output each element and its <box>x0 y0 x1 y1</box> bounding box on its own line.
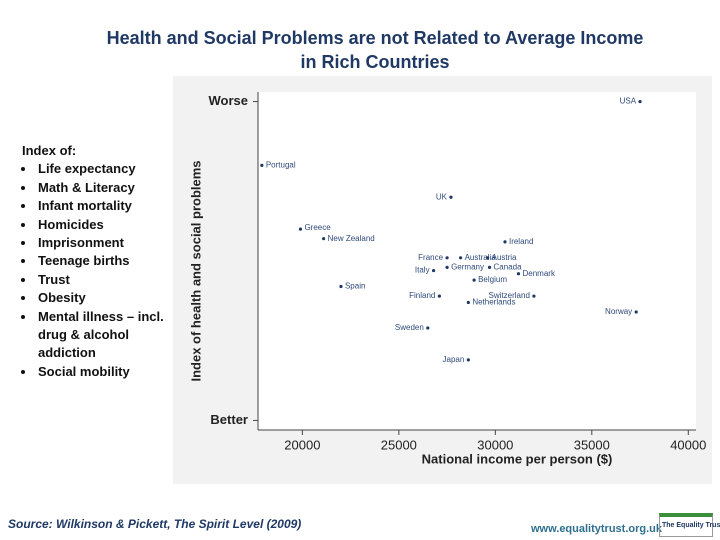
point-label: Switzerland <box>489 291 530 300</box>
point-label: New Zealand <box>328 234 375 243</box>
point-label: Italy <box>415 266 430 275</box>
point <box>339 284 343 289</box>
point <box>466 358 470 362</box>
point-label: Portugal <box>266 160 296 169</box>
point-label: Sweden <box>395 323 424 332</box>
point-label: Ireland <box>509 237 533 246</box>
point <box>503 240 507 244</box>
point <box>322 237 326 241</box>
point-label: Finland <box>409 291 435 300</box>
list-item: Social mobility <box>36 363 172 381</box>
point <box>638 99 642 104</box>
x-axis-title: National income per person ($) <box>422 451 613 466</box>
point <box>449 195 453 199</box>
plot-area <box>258 92 696 430</box>
point <box>466 300 470 305</box>
point-label: Belgium <box>478 275 507 284</box>
list-item: Life expectancy <box>36 160 172 178</box>
point <box>516 272 521 276</box>
point-label: UK <box>436 192 448 201</box>
point <box>458 256 463 260</box>
point-label: Greece <box>304 223 331 232</box>
logo: The Equality Trust <box>659 513 720 537</box>
list-item: Homicides <box>36 216 172 234</box>
point <box>634 310 638 314</box>
list-heading: Index of: <box>22 143 77 158</box>
point-label: Spain <box>345 282 365 291</box>
point <box>472 278 476 282</box>
point-label: Norway <box>605 307 632 316</box>
point-label: Germany <box>451 262 484 271</box>
point <box>487 265 492 269</box>
list-item: Infant mortality <box>36 197 172 215</box>
point-label: Japan <box>443 355 465 364</box>
y-axis-title: Index of health and social problems <box>188 160 203 381</box>
point <box>486 256 490 260</box>
point-label: France <box>418 253 443 262</box>
point <box>431 268 436 273</box>
x-tick-label: 35000 <box>574 437 610 452</box>
point-label: Netherlands <box>472 298 515 307</box>
index-list: Index of: Life expectancyMath & Literacy… <box>22 142 172 381</box>
x-tick-label: 40000 <box>670 437 706 452</box>
list-item: Trust <box>36 271 172 289</box>
list-item: Math & Literacy <box>36 179 172 197</box>
x-tick-label: 25000 <box>381 437 417 452</box>
point-label: Canada <box>494 262 523 271</box>
point-label: Australia <box>465 253 497 262</box>
list-item: Imprisonment <box>36 234 172 252</box>
point <box>426 326 430 330</box>
point <box>445 265 449 269</box>
y-tick-label: Worse <box>209 93 249 108</box>
x-tick-label: 30000 <box>477 437 513 452</box>
list-item: Teenage births <box>36 252 172 270</box>
point-label: Austria <box>492 253 517 262</box>
url[interactable]: www.equalitytrust.org.uk <box>531 523 662 535</box>
chart-title: Health and Social Problems are not Relat… <box>106 28 644 72</box>
point <box>532 294 536 298</box>
point <box>445 256 449 260</box>
y-tick-label: Better <box>210 412 248 427</box>
x-tick-label: 20000 <box>284 437 320 452</box>
list-item: Obesity <box>36 289 172 307</box>
list-items: Life expectancyMath & LiteracyInfant mor… <box>22 160 172 381</box>
point <box>437 294 441 298</box>
point <box>298 227 303 231</box>
point <box>260 163 264 167</box>
point-label: USA <box>620 97 637 106</box>
list-item: Mental illness – incl. drug & alcohol ad… <box>36 308 172 363</box>
source: Source: Wilkinson & Pickett, The Spirit … <box>8 517 302 531</box>
point-label: Denmark <box>522 269 555 278</box>
